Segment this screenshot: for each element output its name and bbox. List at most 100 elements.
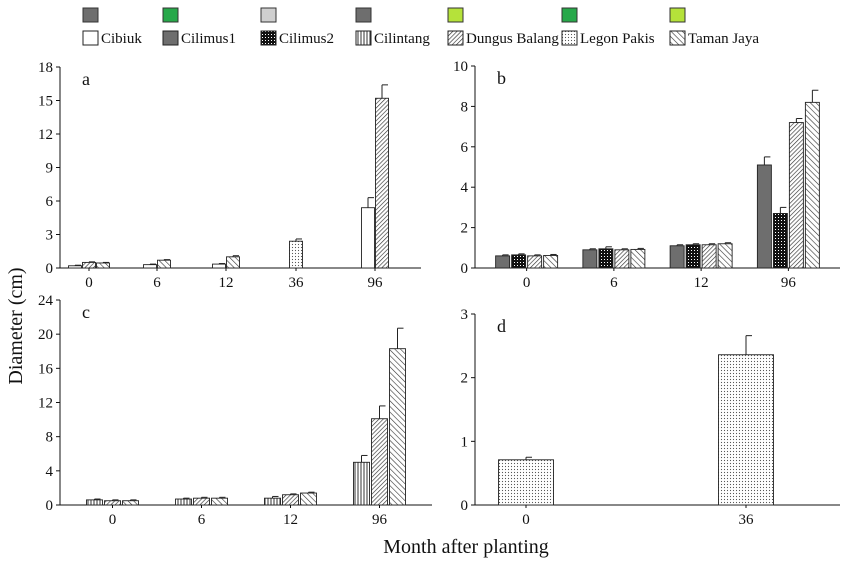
- x-tick-label: 0: [109, 512, 117, 528]
- y-tick-label: 2: [461, 221, 469, 237]
- y-tick-label: 3: [461, 307, 469, 323]
- bar-taman-jaya-6: [157, 259, 171, 269]
- panel-d: 0 1 2 3 d 0 36: [461, 307, 840, 528]
- y-tick-label: 2: [461, 371, 469, 387]
- legend-label-taman-jaya: Taman Jaya: [688, 31, 759, 47]
- legend-pattern-swatch-cilintang: [355, 30, 372, 46]
- y-tick-label: 9: [46, 161, 54, 177]
- legend-pattern-swatch-cilimus2: [260, 30, 277, 46]
- panel-letter: d: [497, 316, 506, 336]
- x-tick-label: 12: [219, 275, 234, 291]
- panel-letter: c: [82, 302, 90, 322]
- bar-legon-pakis-0: [498, 459, 554, 506]
- y-tick-label: 4: [46, 464, 54, 480]
- x-tick-label: 96: [372, 512, 388, 528]
- y-tick-label: 0: [461, 498, 469, 514]
- y-tick-label: 6: [46, 194, 54, 210]
- legend-label-cilimus2: Cilimus2: [279, 31, 334, 47]
- bar-dungus-balang-12: [282, 494, 299, 506]
- bar-cilimus1-0: [495, 255, 511, 269]
- bar-cilimus1-6: [582, 249, 598, 269]
- legend-label-legon-pakis: Legon Pakis: [580, 31, 655, 47]
- legend-label-cibiuk: Cibiuk: [101, 31, 142, 47]
- legend-color-swatch-cilintang: [355, 7, 372, 23]
- y-tick-label: 16: [38, 361, 54, 377]
- legend-color-swatch-taman-jaya: [669, 7, 686, 23]
- x-tick-label: 6: [153, 275, 161, 291]
- bar-legon-pakis-36: [289, 240, 303, 269]
- x-tick-label: 36: [739, 512, 755, 528]
- bar-taman-jaya-96: [389, 348, 406, 506]
- bar-cilintang-6: [175, 498, 192, 506]
- legend-pattern-swatch-legon-pakis: [561, 30, 578, 46]
- y-tick-label: 12: [38, 127, 53, 143]
- legend: Cibiuk Cilimus1 Cilimus2 Cilintang Dungus Ba…: [82, 7, 759, 47]
- bar-cilimus1-12: [669, 245, 685, 269]
- panel-letter: b: [497, 68, 506, 88]
- y-tick-label: 12: [38, 396, 53, 412]
- bar-cilimus1-96: [756, 164, 772, 269]
- bar-dungus-balang-96: [371, 418, 388, 506]
- bar-cibiuk-12: [212, 263, 226, 269]
- legend-color-swatch-legon-pakis: [561, 7, 578, 23]
- y-tick-label: 4: [461, 180, 469, 196]
- legend-color-swatch-dungus-balang: [447, 7, 464, 23]
- bar-dungus-balang-6: [614, 249, 630, 269]
- legend-pattern-swatch-dungus-balang: [447, 30, 464, 46]
- bar-cilimus2-0: [511, 254, 527, 269]
- bar-dungus-balang-12: [701, 244, 717, 269]
- bar-taman-jaya-6: [211, 497, 228, 506]
- bar-taman-jaya-0: [543, 255, 559, 269]
- y-tick-label: 10: [453, 59, 468, 75]
- bar-cilimus2-6: [598, 248, 614, 269]
- bar-taman-jaya-96: [804, 101, 820, 269]
- x-tick-label: 12: [283, 512, 298, 528]
- y-tick-label: 1: [461, 434, 469, 450]
- bar-dungus-balang-0: [104, 500, 121, 506]
- x-tick-label: 96: [781, 275, 797, 291]
- y-tick-label: 24: [38, 293, 54, 309]
- bar-cibiuk-0: [68, 265, 82, 269]
- bar-cilintang-96: [353, 461, 370, 506]
- bar-dungus-balang-0: [82, 261, 96, 269]
- x-axis-label: Month after planting: [383, 536, 549, 558]
- y-tick-label: 8: [46, 430, 54, 446]
- y-tick-label: 18: [38, 60, 53, 76]
- x-tick-label: 0: [523, 275, 531, 291]
- x-tick-label: 6: [610, 275, 618, 291]
- bar-taman-jaya-12: [717, 243, 733, 269]
- panel-letter: a: [82, 69, 90, 89]
- bar-legon-pakis-36: [718, 354, 774, 506]
- y-tick-label: 3: [46, 228, 54, 244]
- bar-cibiuk-6: [143, 264, 157, 269]
- bar-cilintang-0: [86, 499, 103, 506]
- y-tick-label: 15: [38, 94, 53, 110]
- legend-color-swatch-cilimus2: [260, 7, 277, 23]
- x-tick-label: 0: [85, 275, 93, 291]
- bar-dungus-balang-96: [375, 97, 389, 269]
- legend-pattern-swatch-taman-jaya: [669, 30, 686, 46]
- x-tick-label: 96: [368, 275, 384, 291]
- panel-c: 0 4 8 12 16 20 24 c 0 6 12 96: [38, 293, 432, 528]
- bar-dungus-balang-96: [788, 122, 804, 269]
- y-axis-label: Diameter (cm): [5, 267, 27, 384]
- bar-taman-jaya-6: [630, 248, 646, 269]
- y-tick-label: 0: [461, 261, 469, 277]
- x-tick-label: 6: [198, 512, 206, 528]
- bar-dungus-balang-6: [193, 497, 210, 506]
- legend-pattern-swatch-cibiuk: [82, 30, 99, 46]
- legend-label-dungus-balang: Dungus Balang: [466, 31, 559, 47]
- bar-taman-jaya-0: [122, 500, 139, 506]
- x-tick-label: 0: [522, 512, 530, 528]
- panel-b: 0 2 4 6 8 10 b 0 6 12 96: [453, 59, 840, 291]
- legend-color-swatch-cilimus1: [162, 7, 179, 23]
- bar-taman-jaya-0: [96, 262, 110, 269]
- y-tick-label: 0: [46, 261, 54, 277]
- y-tick-label: 8: [461, 99, 469, 115]
- legend-color-swatch-cibiuk: [82, 7, 99, 23]
- x-tick-label: 12: [694, 275, 709, 291]
- bar-cilintang-12: [264, 497, 281, 506]
